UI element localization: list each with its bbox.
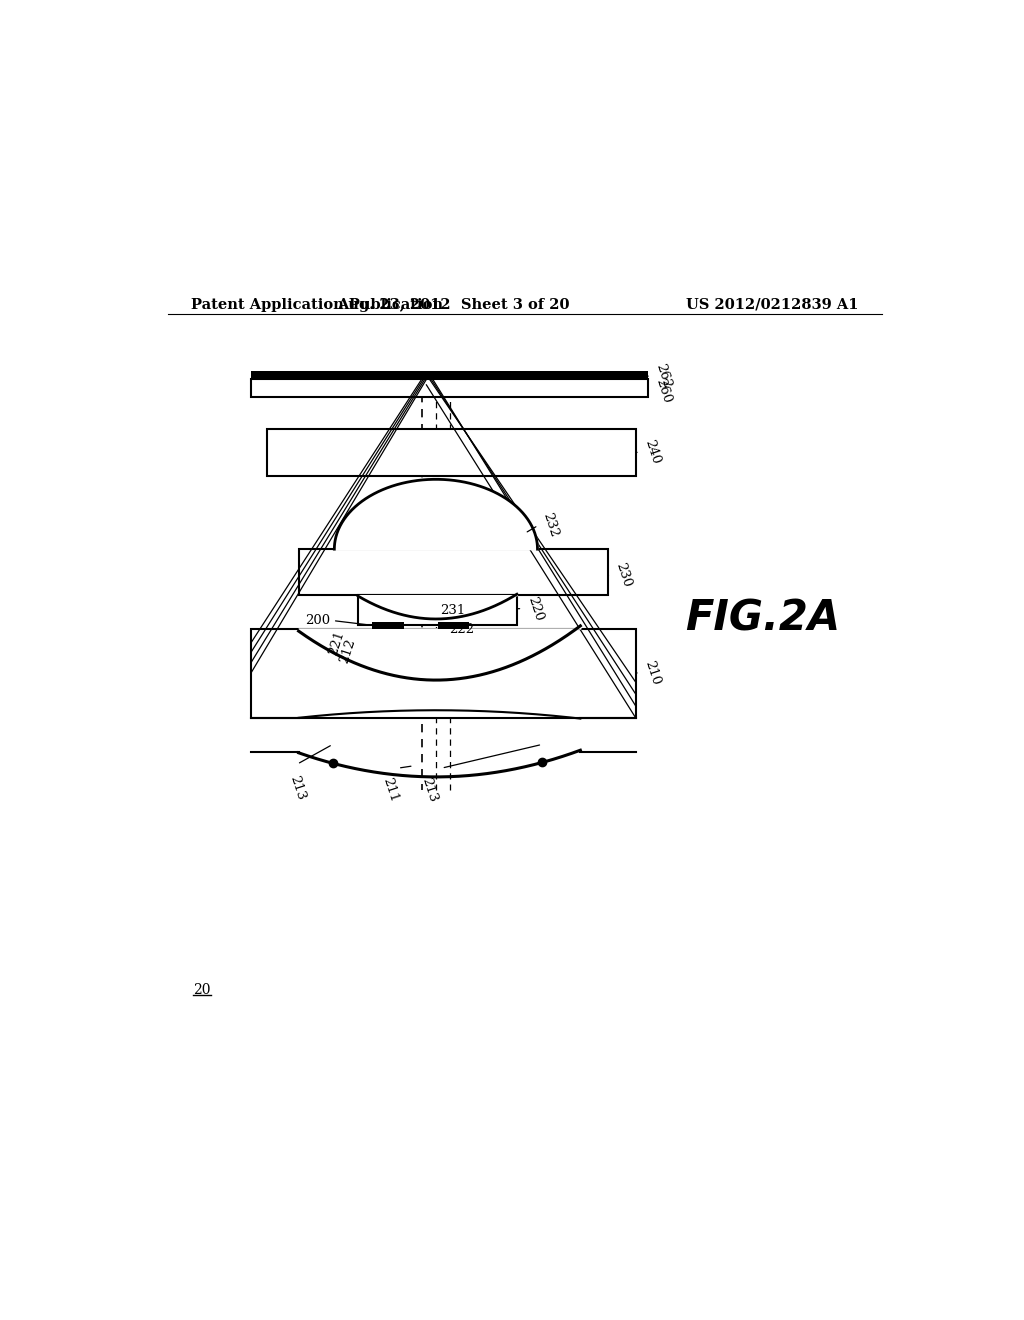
Text: FIG.2A: FIG.2A xyxy=(685,598,841,640)
Text: 213: 213 xyxy=(287,774,307,801)
FancyBboxPatch shape xyxy=(373,622,404,628)
Text: 213: 213 xyxy=(420,776,439,804)
Text: 262: 262 xyxy=(653,362,674,391)
Text: 20: 20 xyxy=(194,983,211,998)
Text: 240: 240 xyxy=(642,438,663,466)
FancyBboxPatch shape xyxy=(299,549,608,595)
Text: 210: 210 xyxy=(642,659,663,686)
FancyBboxPatch shape xyxy=(358,595,517,626)
Text: 220: 220 xyxy=(524,595,545,623)
Text: 211: 211 xyxy=(380,776,400,804)
Text: 260: 260 xyxy=(653,376,674,404)
Text: 231: 231 xyxy=(440,605,465,618)
Text: Aug. 23, 2012  Sheet 3 of 20: Aug. 23, 2012 Sheet 3 of 20 xyxy=(337,298,569,312)
Text: 221: 221 xyxy=(327,628,347,657)
FancyBboxPatch shape xyxy=(437,622,469,628)
Text: 212: 212 xyxy=(338,636,358,665)
Text: US 2012/0212839 A1: US 2012/0212839 A1 xyxy=(686,298,858,312)
Text: 230: 230 xyxy=(613,561,634,589)
Text: 200: 200 xyxy=(305,614,331,627)
Text: Patent Application Publication: Patent Application Publication xyxy=(191,298,443,312)
FancyBboxPatch shape xyxy=(251,379,648,397)
FancyBboxPatch shape xyxy=(251,371,648,379)
FancyBboxPatch shape xyxy=(251,628,636,718)
Text: 222: 222 xyxy=(450,623,474,636)
Text: 232: 232 xyxy=(541,511,561,540)
FancyBboxPatch shape xyxy=(267,429,636,477)
